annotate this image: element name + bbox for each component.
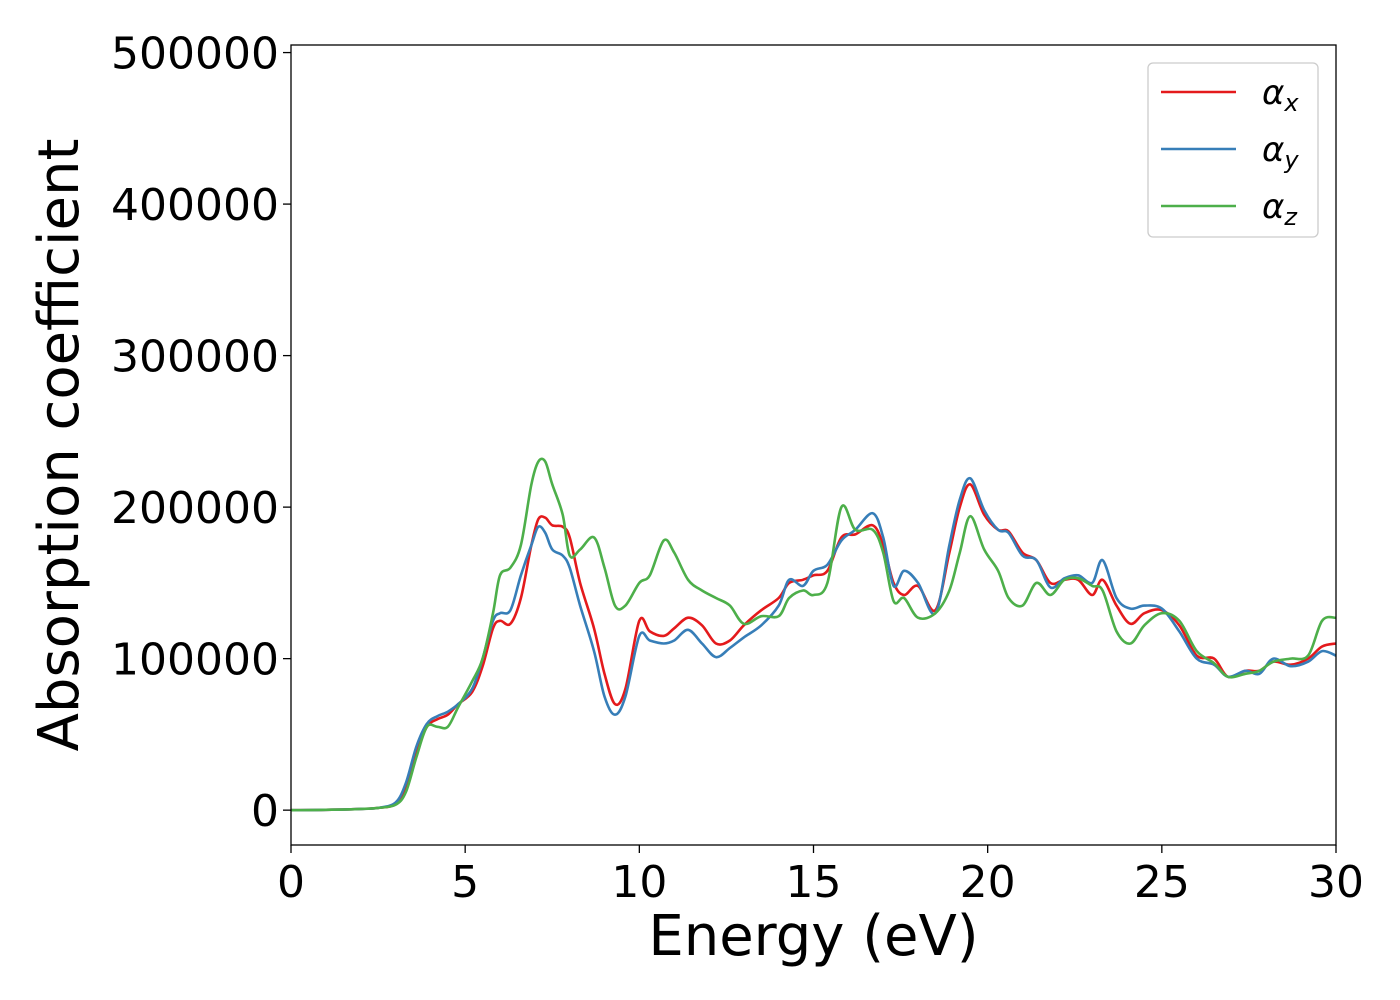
series-line-x [291, 483, 1336, 812]
y-axis-title: Absorption coefficient [27, 139, 92, 752]
y-tick-label: 500000 [111, 29, 279, 80]
y-tick-label: 200000 [111, 483, 279, 534]
y-tick-label: 300000 [111, 332, 279, 383]
legend: αx αy αz [1147, 62, 1319, 238]
x-tick-label: 10 [611, 857, 667, 908]
x-tick-label: 20 [960, 857, 1016, 908]
series-line-z [291, 457, 1336, 812]
plot-lines [291, 457, 1336, 812]
y-tick-label: 0 [251, 786, 279, 837]
y-axis-ticks: 0 100000 200000 300000 400000 500000 [111, 29, 291, 837]
series-line-y [291, 476, 1336, 812]
x-tick-label: 5 [451, 857, 479, 908]
x-axis-title: Energy (eV) [648, 904, 978, 969]
x-axis-ticks: 0 5 10 15 20 25 30 [277, 845, 1364, 908]
x-tick-label: 0 [277, 857, 305, 908]
legend-label-z: αz [1262, 187, 1298, 231]
x-tick-label: 30 [1308, 857, 1364, 908]
legend-label-x: αx [1262, 73, 1299, 117]
x-tick-label: 25 [1134, 857, 1190, 908]
y-tick-label: 100000 [111, 635, 279, 686]
x-tick-label: 15 [786, 857, 842, 908]
y-tick-label: 400000 [111, 180, 279, 231]
legend-label-y: αy [1262, 130, 1299, 174]
